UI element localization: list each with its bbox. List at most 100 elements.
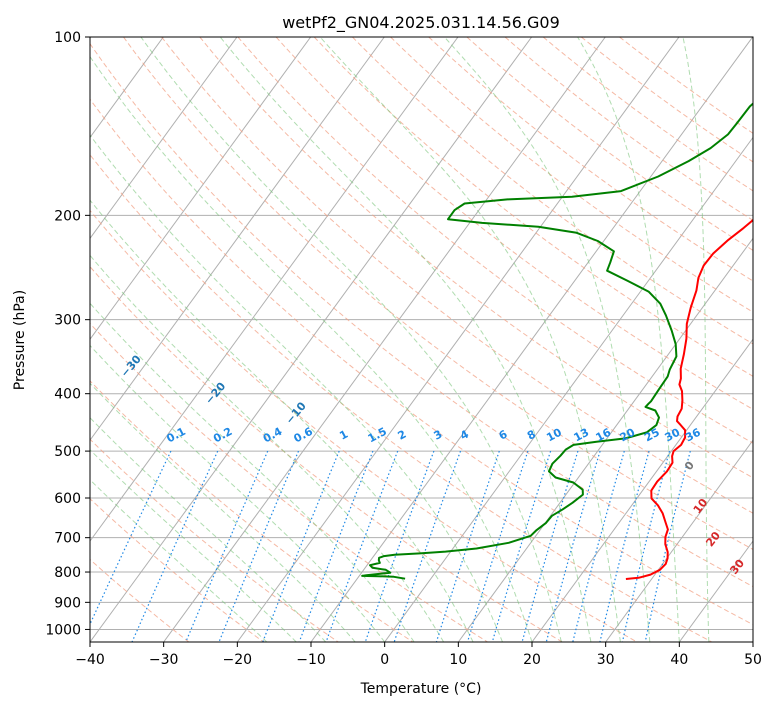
mixing-ratio-label: 0.2 bbox=[211, 425, 234, 446]
dry-adiabat bbox=[275, 37, 753, 411]
x-tick-label: 20 bbox=[523, 652, 541, 668]
dry-adiabat bbox=[428, 37, 753, 282]
moist-adiabat bbox=[90, 134, 503, 642]
moist-adiabat-label: 40 bbox=[753, 582, 773, 602]
moist-adiabat bbox=[90, 344, 386, 642]
moist-adiabat bbox=[90, 417, 327, 642]
moist-adiabat bbox=[90, 254, 445, 642]
y-tick-label: 600 bbox=[54, 491, 81, 507]
mixing-ratio-label: 2 bbox=[396, 428, 409, 443]
mixing-ratio-line bbox=[621, 450, 671, 642]
dry-adiabat bbox=[580, 37, 753, 163]
dry-adiabat bbox=[90, 265, 563, 642]
mixing-ratio-line bbox=[644, 450, 691, 642]
moist-adiabat bbox=[444, 37, 651, 642]
dry-adiabat bbox=[90, 558, 190, 642]
x-tick-label: −20 bbox=[223, 652, 253, 668]
moist-adiabat-label: 20 bbox=[703, 529, 723, 549]
mixing-ratio-line bbox=[491, 450, 552, 642]
mixing-ratio-line bbox=[545, 450, 601, 642]
dry-adiabat bbox=[619, 37, 753, 134]
y-tick-label: 700 bbox=[54, 531, 81, 547]
dry-adiabat bbox=[352, 37, 753, 345]
mixing-ratio-label: 4 bbox=[458, 427, 471, 442]
isotherm-line bbox=[90, 37, 312, 341]
isotherm-line bbox=[236, 37, 680, 642]
y-tick-label: 900 bbox=[54, 595, 81, 611]
dry-adiabat bbox=[90, 209, 638, 642]
mixing-ratio-lines bbox=[90, 450, 691, 642]
dry-adiabat bbox=[542, 37, 753, 192]
x-axis-label: Temperature (°C) bbox=[360, 681, 482, 697]
dry-adiabat bbox=[90, 153, 712, 642]
moist-adiabat bbox=[90, 199, 474, 642]
x-tick-label: 40 bbox=[670, 652, 688, 668]
mixing-ratio-line bbox=[435, 450, 500, 642]
mixing-ratio-line bbox=[131, 450, 219, 642]
x-tick-label: −30 bbox=[149, 652, 179, 668]
dry-adiabats bbox=[90, 37, 753, 642]
isotherm-line bbox=[678, 540, 753, 642]
isotherm-line bbox=[90, 37, 533, 642]
moist-adiabat bbox=[140, 37, 562, 642]
isotherm-line bbox=[531, 338, 753, 642]
moist-adiabat bbox=[90, 479, 268, 642]
dry-adiabat-label: −10 bbox=[283, 399, 309, 426]
mixing-ratio-line bbox=[599, 450, 650, 642]
dry-adiabat bbox=[313, 37, 753, 377]
mixing-ratio-label: 10 bbox=[544, 426, 564, 445]
mixing-ratio-label: 1 bbox=[337, 428, 350, 443]
y-tick-label: 800 bbox=[54, 565, 81, 581]
dry-adiabat bbox=[90, 98, 753, 626]
plot-frame bbox=[89, 36, 754, 643]
isotherm-line bbox=[605, 439, 753, 642]
mixing-ratio-line bbox=[393, 450, 462, 642]
moist-adiabat bbox=[682, 37, 710, 642]
dry-adiabat bbox=[90, 380, 414, 642]
sounding-series bbox=[361, 102, 753, 580]
dry-adiabat-label: −40 bbox=[30, 316, 56, 343]
pressure-gridlines bbox=[90, 37, 753, 630]
moist-adiabats bbox=[90, 37, 710, 642]
line-labels: −100−90−80−70−60−50−40−30−20−10010203040… bbox=[30, 316, 773, 602]
dry-adiabat bbox=[90, 42, 753, 588]
x-axis-ticks: −40 −30 −20 −10 0 10 20 30 40 50 bbox=[75, 642, 762, 668]
y-axis-label: Pressure (hPa) bbox=[12, 290, 28, 390]
dry-adiabat bbox=[90, 322, 488, 642]
chart-title: wetPf2_GN04.2025.031.14.56.G09 bbox=[282, 13, 560, 33]
isotherm-line bbox=[752, 641, 753, 642]
y-tick-label: 100 bbox=[54, 30, 81, 46]
dry-adiabat bbox=[504, 37, 753, 221]
x-tick-label: 50 bbox=[744, 652, 762, 668]
mixing-ratio-label: 1.5 bbox=[366, 425, 389, 446]
mixing-ratio-line bbox=[466, 450, 529, 642]
y-tick-label: 400 bbox=[54, 387, 81, 403]
mixing-ratio-line bbox=[521, 450, 579, 642]
x-tick-label: −10 bbox=[296, 652, 326, 668]
plot-area: −100−90−80−70−60−50−40−30−20−10010203040… bbox=[30, 37, 773, 642]
moist-adiabat bbox=[90, 55, 533, 642]
moist-adiabat bbox=[319, 37, 621, 642]
x-tick-label: 0 bbox=[380, 652, 389, 668]
isotherm-line bbox=[90, 37, 238, 240]
dry-adiabat bbox=[90, 498, 264, 642]
isotherm-line bbox=[90, 37, 385, 442]
mixing-ratio-line bbox=[572, 450, 625, 642]
moist-adiabat bbox=[90, 449, 297, 642]
isotherm-line bbox=[90, 37, 459, 542]
moist-adiabat bbox=[90, 302, 415, 642]
x-tick-label: 10 bbox=[449, 652, 467, 668]
moist-adiabat-label: 0 bbox=[682, 458, 697, 472]
mixing-ratio-line bbox=[185, 450, 269, 642]
mixing-ratio-label: 0.1 bbox=[165, 425, 188, 446]
dewpoint-trace bbox=[361, 102, 753, 580]
y-tick-label: 200 bbox=[54, 208, 81, 224]
mixing-ratio-label: 0.6 bbox=[292, 425, 316, 446]
y-tick-label: 1000 bbox=[45, 622, 81, 638]
mixing-ratio-line bbox=[364, 450, 435, 642]
mixing-ratio-line bbox=[262, 450, 340, 642]
mixing-ratio-label: 0.4 bbox=[261, 425, 285, 446]
isotherm-line bbox=[163, 37, 606, 642]
moist-adiabat bbox=[577, 37, 680, 642]
dry-adiabat bbox=[237, 37, 753, 444]
